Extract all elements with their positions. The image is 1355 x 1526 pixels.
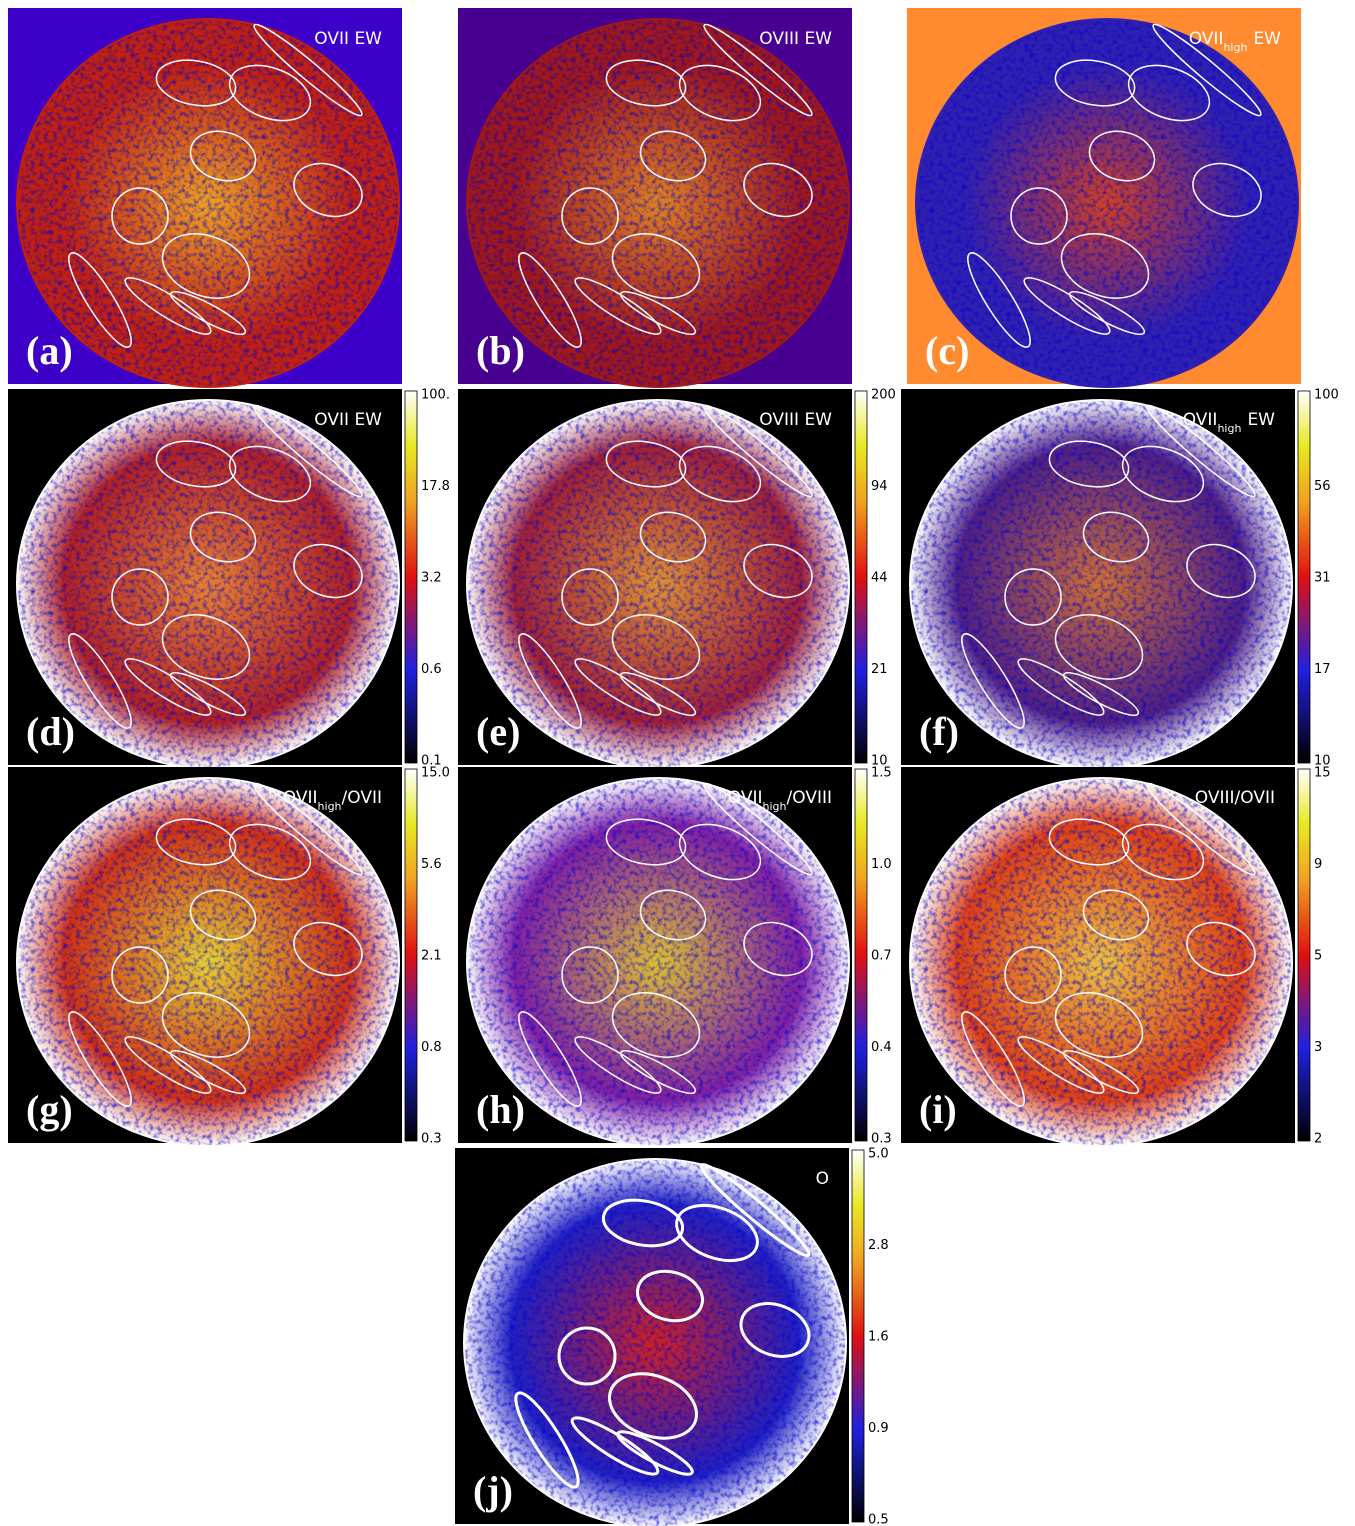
- panel: OVIII/OVII (i) 2 3 5 9 15: [901, 766, 1331, 1148]
- colorbar-label: 2: [1314, 1132, 1322, 1147]
- colorbar-label: 94: [871, 479, 888, 494]
- colorbar-label: 0.5: [868, 1513, 889, 1526]
- title-rest: /OVII: [342, 788, 382, 808]
- panel: OVIIhigh EW (c): [907, 8, 1301, 388]
- colorbar-label: 17: [1314, 662, 1331, 677]
- colorbar-label: 5.0: [868, 1147, 889, 1162]
- panel: OVIIhigh/OVIII (h) 0.3 0.4 0.7 1.0 1.5: [458, 766, 892, 1148]
- image-texture: [468, 401, 848, 767]
- panel-title: OVII EW: [314, 29, 382, 49]
- title-subscript: high: [1217, 422, 1241, 435]
- title-text: OVII: [728, 788, 763, 808]
- title-text: OVIII EW: [759, 29, 832, 49]
- panel-label: (d): [26, 709, 75, 754]
- image-texture: [18, 779, 398, 1145]
- colorbar-label: 100: [1314, 388, 1339, 403]
- colorbar-label: 21: [871, 662, 888, 677]
- panel: O (j) 0.5 0.9 1.6 2.8 5.0: [455, 1147, 889, 1526]
- colorbar-label: 2.1: [421, 949, 442, 964]
- colorbar-label: 0.9: [868, 1421, 889, 1436]
- colorbar-label: 9: [1314, 857, 1322, 872]
- panel-title: OVII EW: [314, 410, 382, 430]
- panel-title: OVIII/OVII: [1195, 788, 1275, 808]
- title-text: OVII EW: [314, 29, 382, 49]
- title-text: OVIII EW: [759, 410, 832, 430]
- colorbar-label: 100.: [421, 388, 450, 403]
- panel-title: OVIII EW: [759, 410, 832, 430]
- colorbar: [852, 1150, 864, 1522]
- colorbar-label: 0.8: [421, 1040, 442, 1055]
- title-text: OVII: [1189, 29, 1224, 49]
- image-texture: [917, 20, 1297, 386]
- panel-label: (c): [925, 328, 969, 373]
- colorbar-label: 3: [1314, 1040, 1322, 1055]
- title-rest: /OVIII: [787, 788, 832, 808]
- image-texture: [468, 779, 848, 1145]
- colorbar-label: 44: [871, 571, 888, 586]
- colorbar-label: 0.3: [421, 1132, 442, 1147]
- image-texture: [18, 401, 398, 767]
- colorbar-label: 5.6: [421, 857, 442, 872]
- colorbar-label: 31: [1314, 571, 1331, 586]
- panel-label: (f): [919, 709, 959, 754]
- panel: OVIII EW(e)10214494200: [458, 388, 896, 770]
- panel-title: O: [816, 1169, 829, 1189]
- panel: OVIII EW (b): [458, 8, 852, 388]
- colorbar-label: 1.0: [871, 857, 892, 872]
- colorbar-label: 15: [1314, 766, 1331, 781]
- image-texture: [911, 779, 1291, 1145]
- colorbar-label: 17.8: [421, 479, 450, 494]
- title-subscript: high: [318, 800, 342, 813]
- panel: OVII EW(d)0.10.63.217.8100.: [8, 388, 450, 770]
- title-text: OVII: [283, 788, 318, 808]
- colorbar: [1298, 391, 1310, 763]
- colorbar: [405, 391, 417, 763]
- panel-label: (j): [473, 1468, 513, 1513]
- colorbar-label: 0.7: [871, 949, 892, 964]
- colorbar-label: 1.5: [871, 766, 892, 781]
- colorbar: [1298, 769, 1310, 1141]
- image-texture: [465, 1160, 845, 1526]
- panel: OVIIhigh/OVII (g) 0.3 0.8 2.1 5.6 15.0: [8, 766, 450, 1148]
- colorbar-label: 5: [1314, 949, 1322, 964]
- image-texture: [468, 20, 848, 386]
- colorbar: [405, 769, 417, 1141]
- title-text: OVII: [1183, 410, 1218, 430]
- colorbar-label: 3.2: [421, 571, 442, 586]
- title-subscript: high: [1223, 41, 1247, 54]
- title-rest: EW: [1247, 410, 1275, 430]
- panel-label: (g): [26, 1087, 73, 1132]
- colorbar: [855, 769, 867, 1141]
- colorbar-label: 0.3: [871, 1132, 892, 1147]
- colorbar-label: 56: [1314, 479, 1331, 494]
- image-texture: [18, 20, 398, 386]
- title-text: OVIII/OVII: [1195, 788, 1275, 808]
- panel-label: (h): [476, 1087, 525, 1132]
- colorbar-label: 0.4: [871, 1040, 892, 1055]
- panel-label: (b): [476, 328, 525, 373]
- panel-label: (i): [919, 1087, 957, 1132]
- colorbar: [855, 391, 867, 763]
- panel-label: (a): [26, 328, 73, 373]
- title-text: OVII EW: [314, 410, 382, 430]
- colorbar-label: 15.0: [421, 766, 450, 781]
- panel-label: (e): [476, 709, 520, 754]
- figure: OVII EW(a)OVIII EW(b)OVIIhighEW(c)OVII E…: [0, 0, 1355, 1526]
- title-text: O: [816, 1169, 829, 1189]
- panel-title: OVIII EW: [759, 29, 832, 49]
- colorbar-label: 0.6: [421, 662, 442, 677]
- colorbar-label: 2.8: [868, 1238, 889, 1253]
- title-subscript: high: [763, 800, 787, 813]
- panel: OVII EW (a): [8, 8, 402, 388]
- colorbar-label: 200: [871, 388, 896, 403]
- image-texture: [911, 401, 1291, 767]
- title-rest: EW: [1253, 29, 1281, 49]
- colorbar-label: 1.6: [868, 1330, 889, 1345]
